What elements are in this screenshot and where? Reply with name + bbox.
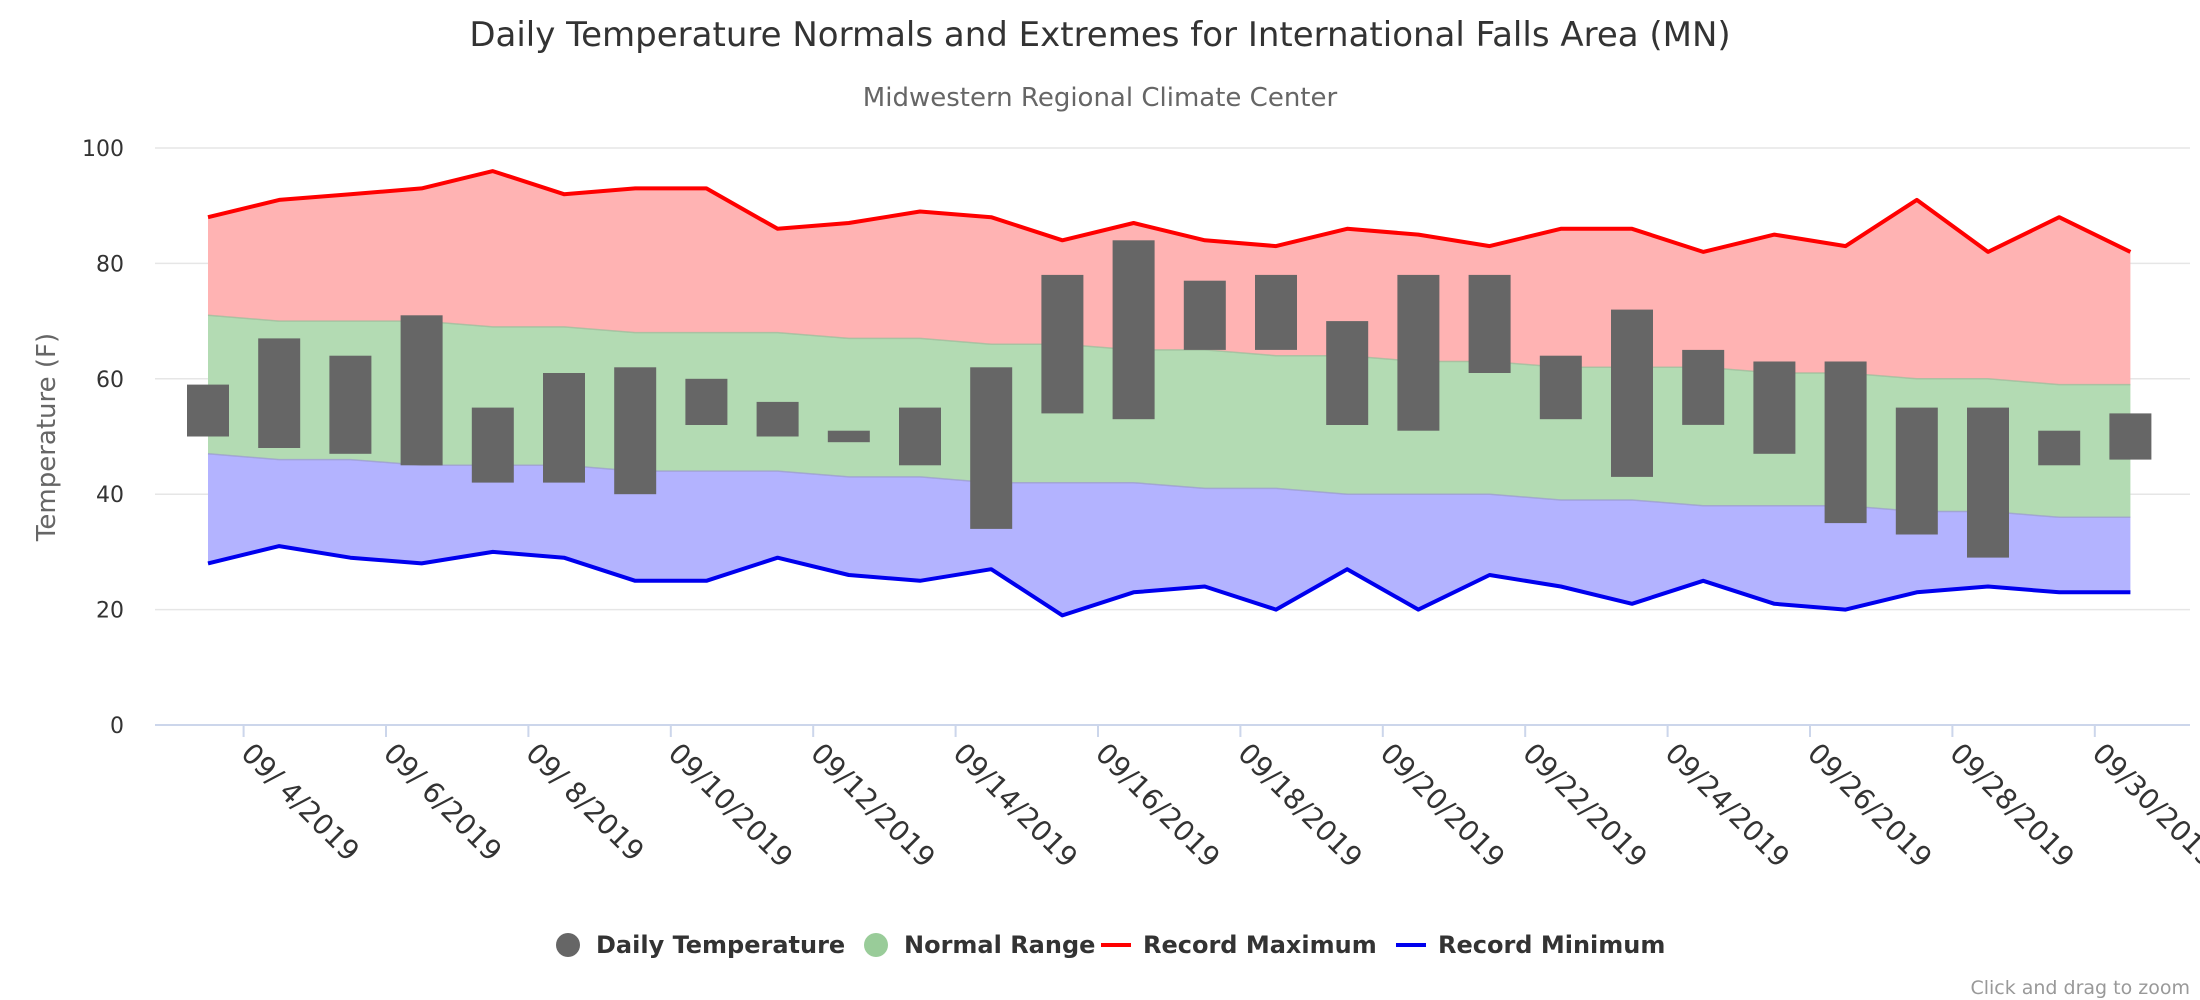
daily-temperature-bar bbox=[543, 373, 585, 483]
x-tick-label: 09/12/2019 bbox=[804, 737, 941, 874]
daily-temperature-bar bbox=[685, 378, 728, 425]
daily-temperature-bar bbox=[827, 430, 870, 443]
daily-temperature-bar bbox=[258, 338, 301, 448]
x-tick-label: 09/ 4/2019 bbox=[235, 737, 366, 868]
daily-temperature-bar bbox=[1539, 355, 1582, 420]
record-min-area bbox=[208, 453, 2131, 616]
legend-label: Daily Temperature bbox=[596, 931, 845, 959]
x-axis: 09/ 4/2019 09/ 6/2019 09/ 8/2019 09/10/2019… bbox=[155, 724, 2200, 874]
daily-temperature-bar bbox=[1824, 361, 1867, 524]
normal-high-edge bbox=[207, 314, 2131, 386]
legend-label: Record Maximum bbox=[1143, 931, 1377, 959]
chart-title: Daily Temperature Normals and Extremes f… bbox=[469, 15, 1730, 55]
zoom-hint: Click and drag to zoom bbox=[1970, 977, 2190, 999]
legend: Daily Temperature Normal Range Record Maxi… bbox=[556, 931, 1665, 959]
daily-temperature-bar bbox=[1183, 280, 1226, 350]
daily-temperature-bar bbox=[2038, 430, 2081, 466]
daily-temperature-bars bbox=[187, 240, 2152, 558]
y-tick-label: 0 bbox=[110, 714, 124, 739]
x-tick-label: 09/ 8/2019 bbox=[519, 737, 650, 868]
x-tick-label: 09/28/2019 bbox=[1943, 737, 2080, 874]
daily-temperature-bar bbox=[1967, 407, 2009, 558]
daily-temperature-bar bbox=[1753, 361, 1796, 454]
daily-temperature-bar bbox=[1112, 240, 1155, 420]
daily-temperature-bar bbox=[899, 407, 941, 466]
x-tick-label: 09/18/2019 bbox=[1231, 737, 1368, 874]
legend-item: Daily Temperature bbox=[556, 931, 845, 959]
legend-marker bbox=[556, 933, 580, 957]
daily-temperature-bar bbox=[1397, 274, 1440, 431]
legend-marker bbox=[864, 933, 888, 957]
daily-temperature-bar bbox=[614, 367, 657, 495]
x-tick-label: 09/22/2019 bbox=[1516, 737, 1653, 874]
record-lines bbox=[207, 169, 2132, 618]
x-tick-label: 09/10/2019 bbox=[662, 737, 799, 874]
record-minimum-line bbox=[207, 544, 2131, 618]
daily-temperature-bar bbox=[1255, 274, 1297, 350]
daily-temperature-bar bbox=[471, 407, 514, 483]
x-tick-label: 09/24/2019 bbox=[1659, 737, 1796, 874]
normal-low-edge bbox=[207, 453, 2131, 519]
daily-temperature-bar bbox=[756, 401, 799, 437]
daily-temperature-bar bbox=[1326, 321, 1369, 425]
legend-item: Normal Range bbox=[864, 931, 1095, 959]
daily-temperature-bar bbox=[329, 355, 372, 454]
legend-label: Record Minimum bbox=[1438, 931, 1665, 959]
daily-temperature-bar bbox=[1041, 274, 1084, 414]
daily-temperature-bar bbox=[187, 384, 229, 437]
daily-temperature-bar bbox=[1682, 349, 1725, 425]
daily-temperature-bar bbox=[1468, 274, 1511, 373]
y-tick-label: 40 bbox=[96, 483, 124, 508]
y-tick-label: 60 bbox=[96, 368, 124, 393]
legend-label: Normal Range bbox=[904, 931, 1095, 959]
daily-temperature-bar bbox=[1895, 407, 1938, 535]
y-axis-title: Temperature (F) bbox=[32, 333, 62, 542]
x-tick-label: 09/ 6/2019 bbox=[377, 737, 508, 868]
y-tick-label: 20 bbox=[96, 599, 124, 624]
daily-temperature-bar bbox=[2109, 413, 2152, 460]
y-tick-label: 100 bbox=[82, 137, 124, 162]
y-tick-label: 80 bbox=[96, 252, 124, 277]
daily-temperature-bar bbox=[1611, 309, 1653, 477]
x-tick-label: 09/20/2019 bbox=[1374, 737, 1511, 874]
record-maximum-line bbox=[207, 169, 2132, 254]
legend-item: Record Maximum bbox=[1101, 931, 1377, 959]
chart-subtitle: Midwestern Regional Climate Center bbox=[863, 83, 1338, 113]
daily-temperature-bar bbox=[400, 315, 443, 466]
x-tick-label: 09/30/2019 bbox=[2086, 737, 2200, 874]
y-axis-ticks: 0 20 40 60 80 100 bbox=[82, 137, 124, 739]
legend-item: Record Minimum bbox=[1396, 931, 1665, 959]
daily-temperature-bar bbox=[970, 367, 1013, 529]
x-tick-label: 09/16/2019 bbox=[1089, 737, 1226, 874]
x-tick-label: 09/14/2019 bbox=[947, 737, 1084, 874]
x-tick-label: 09/26/2019 bbox=[1801, 737, 1938, 874]
